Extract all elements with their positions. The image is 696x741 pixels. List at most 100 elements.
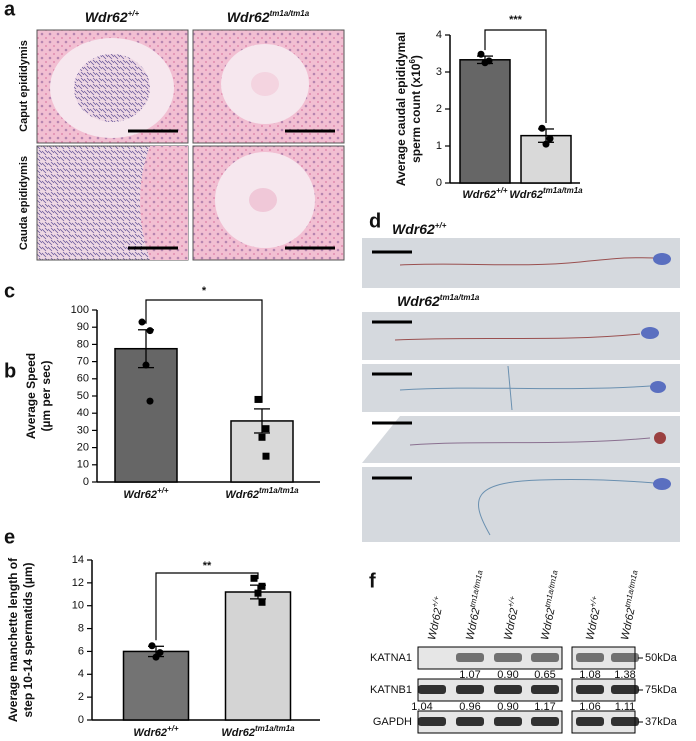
significance: *** — [509, 14, 523, 26]
size-label: 37kDa — [645, 716, 678, 728]
blot-band — [531, 717, 559, 726]
blot-band — [418, 685, 446, 694]
quantification: 1.11 — [615, 701, 636, 713]
superscript: tm1a/tm1a — [259, 486, 299, 495]
y-axis-label: Average Speed — [24, 353, 38, 439]
blot-band — [494, 717, 522, 726]
lane-label: Wdr62+/+ — [499, 595, 523, 642]
column-header: Wdr62tm1a/tm1a — [227, 9, 310, 25]
group-header: Wdr62+/+ — [392, 221, 447, 237]
lane-label: Wdr62+/+ — [581, 595, 605, 642]
y-tick-label: 4 — [436, 29, 442, 41]
blot-band — [611, 685, 639, 694]
panel-label: c — [4, 280, 15, 302]
text-part: Wdr62 — [221, 727, 255, 739]
text-part: step 10-14 spermatids (µm) — [21, 563, 35, 718]
y-tick-label: 40 — [77, 407, 89, 419]
error-bar — [254, 408, 270, 434]
bar — [122, 650, 190, 721]
data-point — [148, 642, 156, 650]
quantification: 1.17 — [534, 701, 555, 713]
y-tick-label: 50 — [77, 390, 89, 402]
y-tick-label: 10 — [72, 600, 84, 612]
data-point — [477, 50, 485, 58]
blot-band — [456, 653, 484, 662]
sperm-images — [362, 238, 680, 542]
y-tick-label: 4 — [78, 668, 84, 680]
group-header: Wdr62tm1a/tm1a — [397, 293, 480, 309]
data-point — [146, 327, 154, 335]
x-tick-label: Wdr62tm1a/tm1a — [225, 486, 299, 501]
data-point — [142, 361, 150, 369]
panel-label: e — [4, 526, 15, 548]
data-point — [262, 452, 270, 460]
blot-band — [576, 685, 604, 694]
superscript: +/+ — [588, 595, 599, 609]
size-label: 75kDa — [645, 684, 678, 696]
superscript: +/+ — [167, 724, 179, 733]
text-part: Wdr62 — [464, 607, 482, 641]
blot-band — [531, 685, 559, 694]
data-point — [262, 425, 270, 433]
text-part: Wdr62 — [584, 607, 602, 641]
y-tick-label: 14 — [72, 554, 84, 566]
text-part: Wdr62 — [397, 293, 440, 309]
y-tick-label: 0 — [436, 177, 442, 189]
panel-label: b — [4, 360, 16, 382]
blot-band — [576, 653, 604, 662]
row-label: Caput epididymis — [18, 40, 30, 132]
superscript: +/+ — [435, 221, 447, 230]
y-tick-label: 0 — [83, 476, 89, 488]
histology-images — [36, 29, 345, 261]
panel-label: f — [369, 570, 376, 592]
x-tick-label: Wdr62+/+ — [133, 724, 179, 739]
y-tick-label: 2 — [78, 691, 84, 703]
quantification: 1.04 — [411, 701, 432, 713]
text-part: Wdr62 — [123, 489, 157, 501]
quantification: 1.38 — [614, 669, 635, 681]
text-part: Wdr62 — [85, 9, 128, 25]
lane-label: Wdr62tm1a/tm1a — [616, 569, 646, 641]
y-tick-label: 100 — [71, 304, 89, 316]
data-point — [146, 397, 154, 405]
y-tick-label: 8 — [78, 622, 84, 634]
y-axis-label: (µm per sec) — [39, 361, 53, 432]
y-tick-label: 3 — [436, 66, 442, 78]
blot-band — [611, 653, 639, 662]
data-point — [258, 433, 266, 441]
text-part: Wdr62 — [502, 607, 520, 641]
text-part: Wdr62 — [392, 221, 435, 237]
quantification: 0.90 — [497, 669, 518, 681]
blot-band — [531, 653, 559, 662]
y-tick-label: 6 — [78, 645, 84, 657]
blot-band — [576, 717, 604, 726]
data-point — [152, 653, 160, 661]
y-tick-label: 0 — [78, 714, 84, 726]
text-part: ) — [409, 55, 423, 59]
blot-band — [494, 685, 522, 694]
column-header: Wdr62+/+ — [85, 9, 140, 25]
quantification: 0.96 — [459, 701, 480, 713]
quantification: 0.65 — [534, 669, 555, 681]
text-part: Wdr62 — [133, 727, 167, 739]
protein-label: GAPDH — [373, 716, 412, 728]
significance-bracket — [484, 29, 547, 123]
bar — [114, 347, 178, 483]
significance-bracket — [155, 572, 259, 641]
x-tick-label: Wdr62tm1a/tm1a — [509, 186, 583, 201]
blot-band — [456, 685, 484, 694]
quantification: 1.08 — [579, 669, 600, 681]
y-axis-label: Average caudal epididymal — [394, 32, 408, 186]
superscript: tm1a/tm1a — [623, 569, 640, 608]
data-point — [156, 649, 164, 657]
data-point — [254, 395, 262, 403]
superscript: +/+ — [506, 595, 517, 609]
quantification: 1.07 — [459, 669, 480, 681]
blot-band — [418, 717, 446, 726]
significance: ** — [203, 560, 212, 572]
protein-label: KATNA1 — [370, 652, 412, 664]
superscript: tm1a/tm1a — [543, 186, 583, 195]
y-tick-label: 10 — [77, 459, 89, 471]
y-tick-label: 20 — [77, 442, 89, 454]
